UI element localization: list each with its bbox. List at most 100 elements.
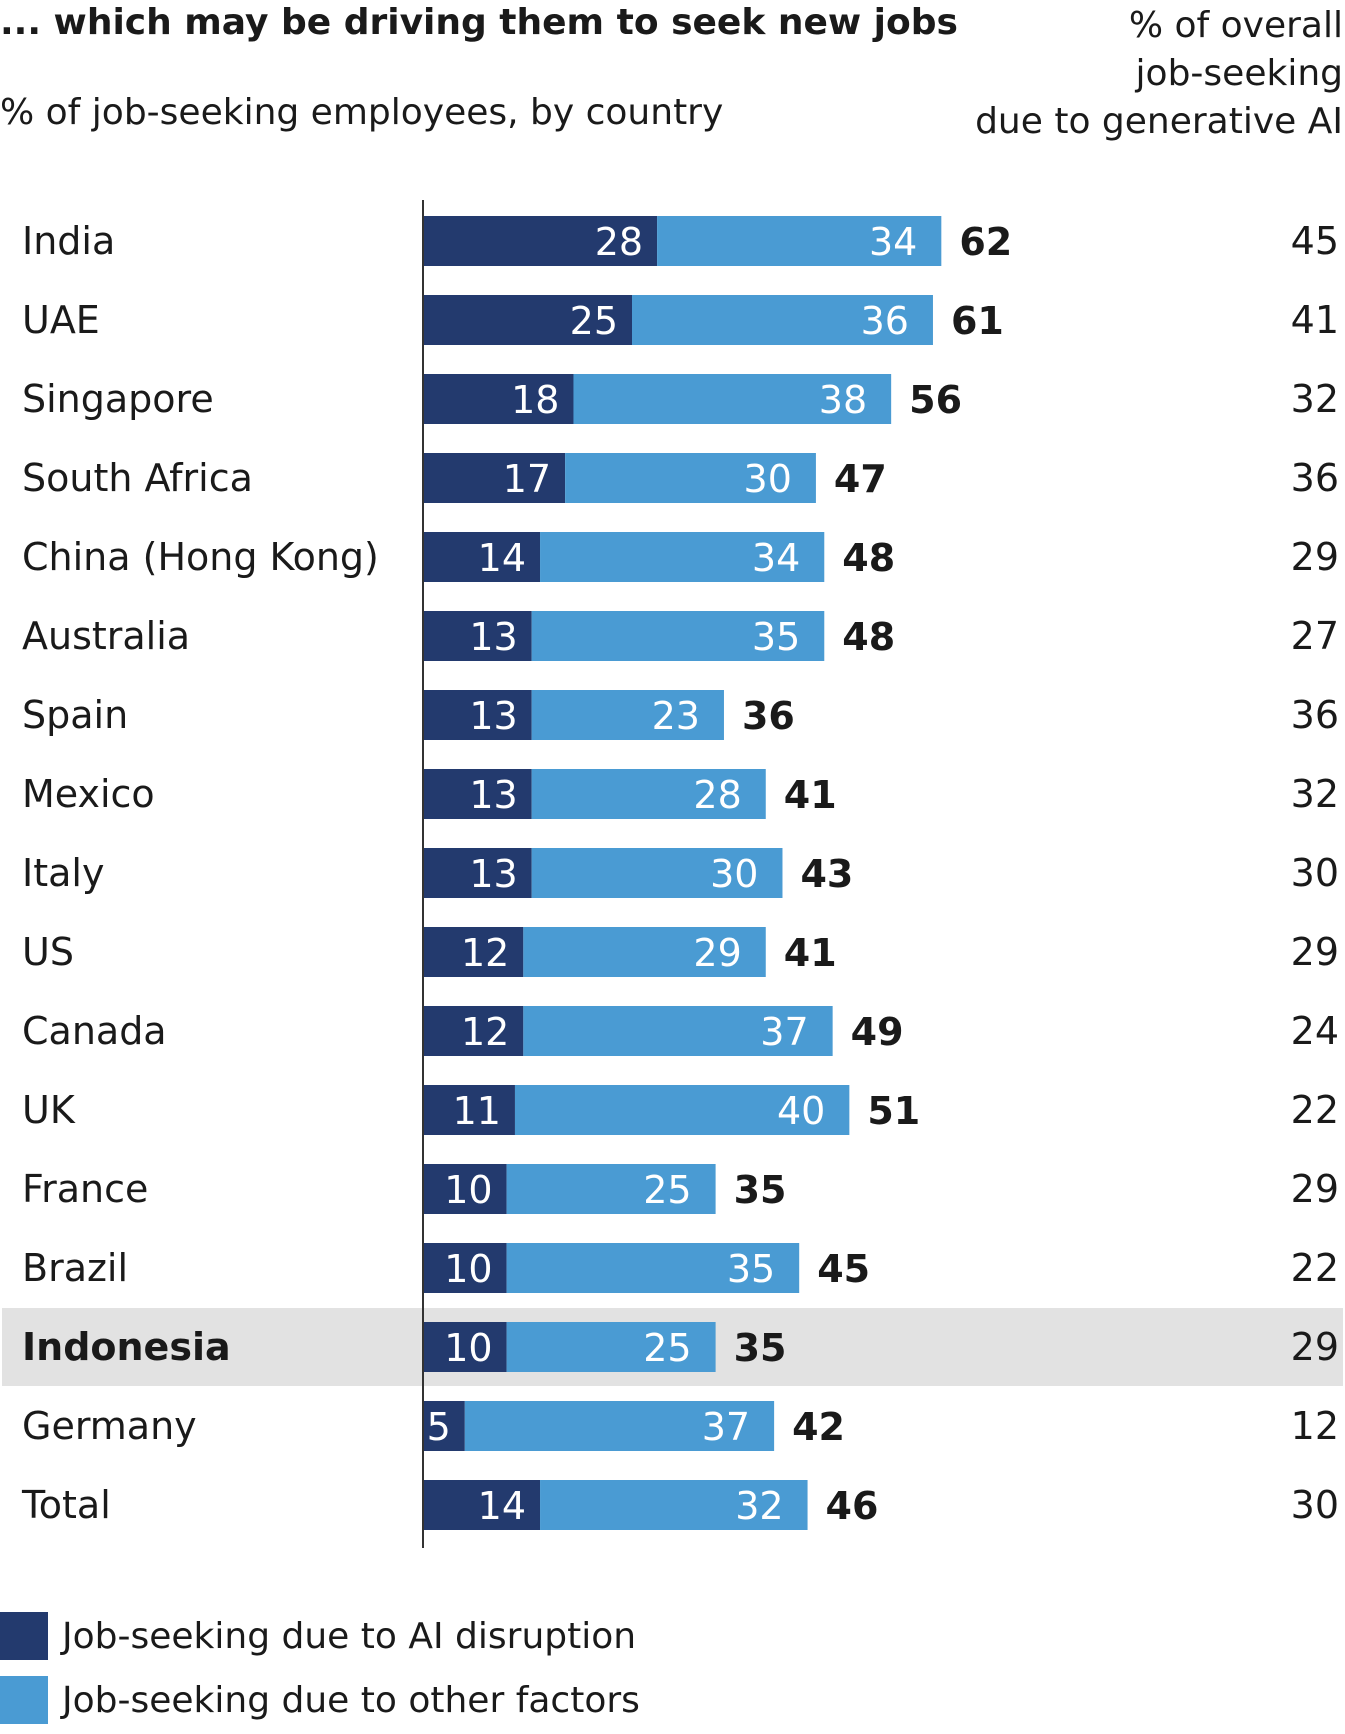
category-label-uk: UK [22, 1088, 76, 1132]
value-label-other-factors-canada: 37 [760, 1010, 808, 1054]
genai-share-uk: 22 [1291, 1088, 1339, 1132]
value-label-other-factors-indonesia: 25 [643, 1326, 691, 1370]
total-label-france: 35 [734, 1168, 787, 1212]
category-label-total: Total [21, 1483, 111, 1527]
genai-share-india: 45 [1291, 219, 1339, 263]
total-label-south-africa: 47 [834, 457, 887, 501]
value-label-ai-disruption-uae: 25 [570, 299, 618, 343]
value-label-other-factors-brazil: 35 [727, 1247, 775, 1291]
right-header-line-2: job-seeking [1135, 53, 1343, 94]
bar-other-factors-germany [464, 1401, 775, 1451]
category-label-france: France [22, 1167, 148, 1211]
chart-subtitle: % of job-seeking employees, by country [0, 92, 724, 133]
value-label-ai-disruption-australia: 13 [469, 615, 517, 659]
category-label-china-hong-kong: China (Hong Kong) [22, 535, 379, 579]
value-label-other-factors-germany: 37 [702, 1405, 750, 1449]
total-label-uae: 61 [951, 299, 1004, 343]
genai-share-spain: 36 [1291, 693, 1339, 737]
genai-share-canada: 24 [1291, 1009, 1339, 1053]
bar-other-factors-france [506, 1164, 716, 1214]
bar-other-factors-south-africa [565, 453, 816, 503]
bar-other-factors-us [523, 927, 766, 977]
chart-title: ... which may be driving them to seek ne… [0, 2, 958, 43]
bar-other-factors-singapore [573, 374, 892, 424]
bar-ai-disruption-italy [423, 848, 532, 898]
genai-share-south-africa: 36 [1291, 456, 1339, 500]
legend-swatch-other-factors [0, 1676, 48, 1724]
bar-other-factors-canada [523, 1006, 833, 1056]
value-label-other-factors-south-africa: 30 [744, 457, 792, 501]
genai-share-total: 30 [1291, 1483, 1339, 1527]
value-label-ai-disruption-total: 14 [478, 1484, 526, 1528]
total-label-total: 46 [826, 1484, 879, 1528]
value-label-other-factors-india: 34 [869, 220, 917, 264]
bar-ai-disruption-us [423, 927, 524, 977]
value-label-other-factors-uae: 36 [861, 299, 909, 343]
total-label-india: 62 [959, 220, 1012, 264]
value-label-other-factors-total: 32 [735, 1484, 783, 1528]
genai-share-singapore: 32 [1291, 377, 1339, 421]
total-label-canada: 49 [851, 1010, 904, 1054]
category-label-australia: Australia [22, 614, 190, 658]
value-label-other-factors-france: 25 [643, 1168, 691, 1212]
genai-share-brazil: 22 [1291, 1246, 1339, 1290]
category-label-indonesia: Indonesia [22, 1325, 231, 1369]
bar-ai-disruption-uk [423, 1085, 515, 1135]
legend-label-ai-disruption: Job-seeking due to AI disruption [62, 1615, 637, 1657]
value-label-ai-disruption-spain: 13 [469, 694, 517, 738]
genai-share-indonesia: 29 [1291, 1325, 1339, 1369]
category-label-mexico: Mexico [22, 772, 155, 816]
bar-other-factors-mexico [531, 769, 766, 819]
value-label-ai-disruption-france: 10 [444, 1168, 492, 1212]
total-label-spain: 36 [742, 694, 795, 738]
category-label-us: US [22, 930, 74, 974]
total-label-uk: 51 [867, 1089, 920, 1133]
value-label-ai-disruption-mexico: 13 [469, 773, 517, 817]
value-label-ai-disruption-india: 28 [595, 220, 643, 264]
bar-ai-disruption-indonesia [423, 1322, 507, 1372]
bar-other-factors-india [657, 216, 942, 266]
value-label-ai-disruption-canada: 12 [461, 1010, 509, 1054]
bar-ai-disruption-singapore [423, 374, 574, 424]
bar-ai-disruption-india [423, 216, 658, 266]
genai-share-france: 29 [1291, 1167, 1339, 1211]
value-label-other-factors-mexico: 28 [693, 773, 741, 817]
bar-ai-disruption-spain [423, 690, 532, 740]
total-label-brazil: 45 [817, 1247, 870, 1291]
value-label-other-factors-uk: 40 [777, 1089, 825, 1133]
bar-ai-disruption-total [423, 1480, 541, 1530]
right-header-line-3: due to generative AI [975, 101, 1343, 142]
category-label-spain: Spain [22, 693, 128, 737]
genai-share-china-hong-kong: 29 [1291, 535, 1339, 579]
genai-share-germany: 12 [1291, 1404, 1339, 1448]
bar-ai-disruption-canada [423, 1006, 524, 1056]
bar-other-factors-spain [531, 690, 724, 740]
value-label-other-factors-us: 29 [693, 931, 741, 975]
value-label-ai-disruption-south-africa: 17 [503, 457, 551, 501]
total-label-germany: 42 [792, 1405, 845, 1449]
bar-other-factors-italy [531, 848, 783, 898]
bar-ai-disruption-mexico [423, 769, 532, 819]
right-column-header: % of overall job-seeking due to generati… [975, 2, 1343, 146]
value-label-ai-disruption-indonesia: 10 [444, 1326, 492, 1370]
category-label-italy: Italy [22, 851, 104, 895]
right-header-line-1: % of overall [1128, 5, 1343, 46]
value-label-ai-disruption-china-hong-kong: 14 [478, 536, 526, 580]
bar-ai-disruption-china-hong-kong [423, 532, 541, 582]
total-label-us: 41 [784, 931, 837, 975]
total-label-italy: 43 [800, 852, 853, 896]
category-label-brazil: Brazil [22, 1246, 128, 1290]
value-label-ai-disruption-germany: 5 [427, 1405, 451, 1449]
value-label-other-factors-singapore: 38 [819, 378, 867, 422]
value-label-ai-disruption-brazil: 10 [444, 1247, 492, 1291]
legend-label-other-factors: Job-seeking due to other factors [62, 1679, 640, 1721]
genai-share-australia: 27 [1291, 614, 1339, 658]
genai-share-uae: 41 [1291, 298, 1339, 342]
genai-share-us: 29 [1291, 930, 1339, 974]
category-label-india: India [22, 219, 115, 263]
value-label-ai-disruption-italy: 13 [469, 852, 517, 896]
legend-item-ai-disruption: Job-seeking due to AI disruption [0, 1612, 636, 1660]
value-label-ai-disruption-us: 12 [461, 931, 509, 975]
bar-ai-disruption-france [423, 1164, 507, 1214]
